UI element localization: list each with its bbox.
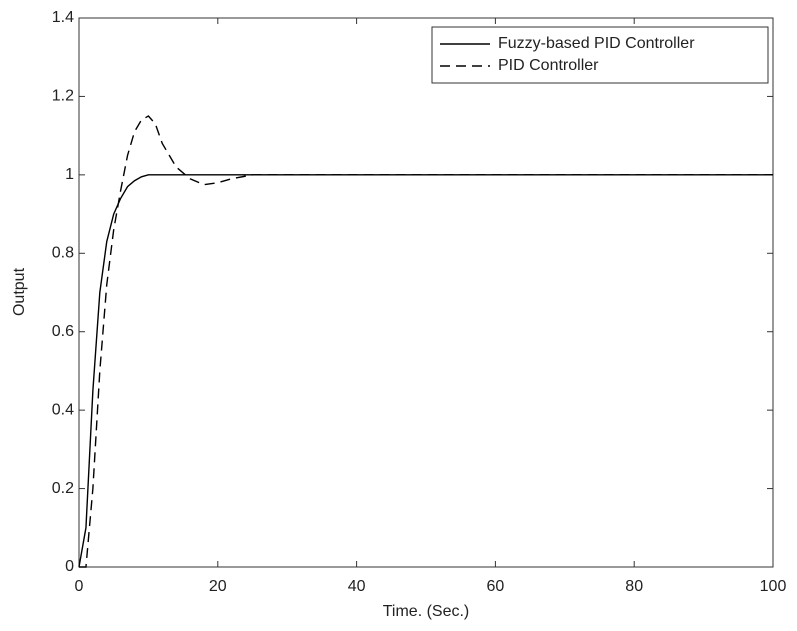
x-tick-label: 80 (625, 578, 643, 595)
series-line (79, 175, 773, 567)
plot-frame (79, 18, 773, 567)
x-tick-label: 20 (209, 578, 227, 595)
y-tick-label: 0.6 (52, 323, 74, 340)
series-line (79, 116, 773, 567)
chart: Time. (Sec.) Output 0 0.2 0.4 0.6 0.8 1 1.2 1.4… (0, 0, 797, 631)
y-tick-label: 0 (65, 558, 74, 575)
y-tick-label: 1 (65, 166, 74, 183)
x-axis-label: Time. (Sec.) (383, 603, 470, 620)
x-tick-label: 100 (760, 578, 787, 595)
y-tick-label: 0.2 (52, 480, 74, 497)
y-axis-label: Output (11, 267, 28, 316)
y-tick-label: 1.2 (52, 88, 74, 105)
legend-label: Fuzzy-based PID Controller (498, 35, 695, 52)
y-tick-label: 0.8 (52, 245, 74, 262)
y-tick-label: 1.4 (52, 9, 74, 26)
x-tick-label: 40 (348, 578, 366, 595)
legend-label: PID Controller (498, 57, 599, 74)
x-tick-label: 0 (75, 578, 84, 595)
y-tick-label: 0.4 (52, 401, 74, 418)
x-tick-label: 60 (487, 578, 505, 595)
